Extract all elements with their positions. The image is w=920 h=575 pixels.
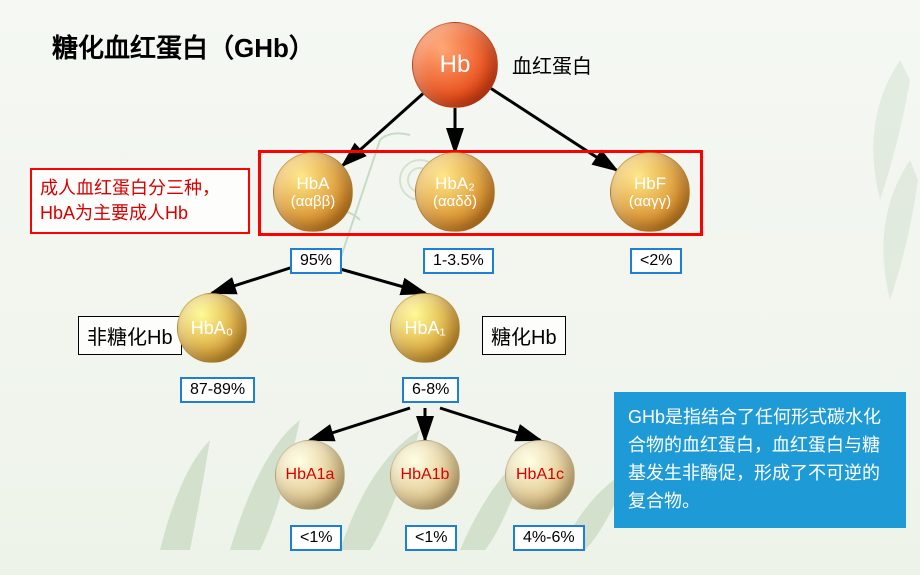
node-hba1-label: HbA₁ (404, 318, 445, 339)
pct-hba1: 6-8% (402, 377, 459, 403)
edge-3 (212, 267, 293, 293)
non-glycated-label: 非糖化Hb (78, 316, 182, 355)
node-hba2-sub: (ααδδ) (433, 193, 477, 210)
red-note-box: 成人血红蛋白分三种，HbA为主要成人Hb (30, 168, 250, 234)
node-hb-label: Hb (440, 51, 471, 79)
glycated-label: 糖化Hb (482, 316, 566, 355)
node-hbf-sub: (ααγγ) (629, 193, 671, 210)
node-hba0-label: HbA₀ (191, 318, 234, 339)
node-hb: Hb (412, 22, 498, 108)
node-hba1: HbA₁ (390, 293, 460, 363)
edge-7 (440, 408, 540, 440)
node-hba1c: HbA1c (505, 440, 575, 510)
edge-4 (333, 267, 425, 293)
pct-hba0: 87-89% (180, 377, 255, 403)
node-hba1b-label: HbA1b (401, 466, 450, 484)
node-hba-sub: (ααββ) (291, 193, 336, 210)
node-hba-label: HbA (296, 174, 329, 194)
pct-hba2: 1-3.5% (423, 248, 494, 274)
hb-label: 血红蛋白 (512, 50, 592, 79)
node-hba2-label: HbA₂ (435, 174, 475, 194)
node-hba1a-label: HbA1a (286, 466, 335, 484)
node-hba2: HbA₂(ααδδ) (415, 152, 495, 232)
edge-5 (310, 408, 410, 440)
glycated-text: 糖化Hb (491, 327, 557, 349)
ghb-definition-text: GHb是指结合了任何形式碳水化合物的血红蛋白，血红蛋白与糖基发生非酶促，形成了不… (628, 407, 881, 511)
pct-hba: 95% (290, 248, 342, 274)
pct-hba1b: <1% (405, 525, 457, 551)
node-hba1a: HbA1a (275, 440, 345, 510)
pct-hbf: <2% (630, 248, 682, 274)
node-hba0: HbA₀ (177, 293, 247, 363)
red-note-text: 成人血红蛋白分三种，HbA为主要成人Hb (40, 178, 220, 223)
pct-hba1a: <1% (290, 525, 342, 551)
non-glycated-text: 非糖化Hb (87, 327, 173, 349)
node-hbf: HbF(ααγγ) (610, 152, 690, 232)
node-hba1c-label: HbA1c (516, 466, 564, 484)
pct-hba1c: 4%-6% (513, 525, 585, 551)
node-hbf-label: HbF (634, 174, 666, 194)
node-hba: HbA(ααββ) (273, 152, 353, 232)
node-hba1b: HbA1b (390, 440, 460, 510)
ghb-definition-box: GHb是指结合了任何形式碳水化合物的血红蛋白，血红蛋白与糖基发生非酶促，形成了不… (614, 392, 906, 528)
